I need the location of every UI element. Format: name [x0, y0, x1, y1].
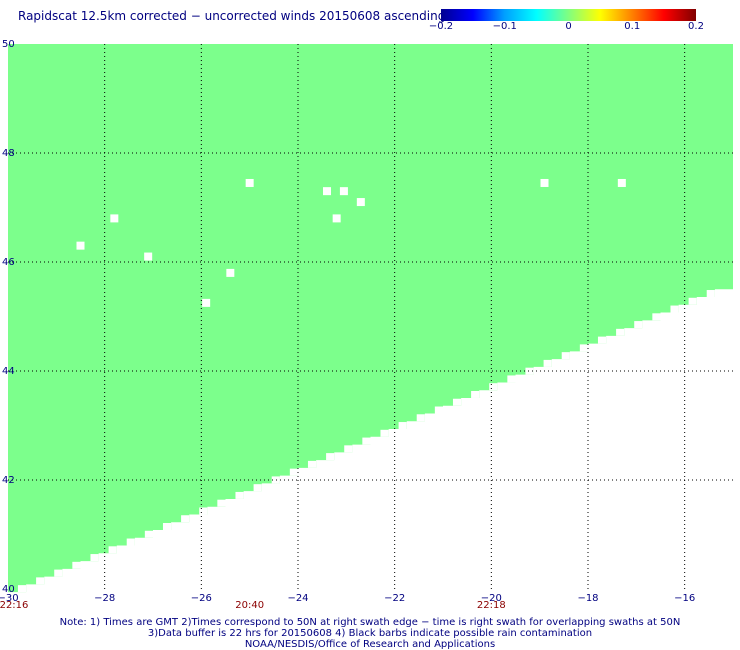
note-line-2: 3)Data buffer is 22 hrs for 20150608 4) …	[147, 628, 593, 639]
swath-edge-notch	[271, 476, 280, 484]
swath-edge-notch	[616, 328, 625, 336]
missing-cell	[226, 268, 235, 277]
swath-edge-notch	[416, 414, 425, 422]
swath-edge-notch	[398, 422, 407, 430]
swath-region	[8, 44, 733, 600]
y-tick-label: 48	[2, 148, 15, 159]
colorbar	[441, 9, 696, 21]
missing-cell	[540, 178, 549, 187]
missing-cell	[332, 214, 341, 223]
time-label: 22:18	[476, 600, 506, 611]
swath-edge-notch	[634, 321, 643, 329]
missing-cell	[356, 198, 365, 207]
swath-edge-notch	[253, 484, 262, 492]
swath-edge-notch	[561, 352, 570, 360]
missing-cell	[202, 298, 211, 307]
swath-edge-notch	[36, 577, 45, 585]
swath-edge-notch	[217, 499, 226, 507]
missing-cell	[323, 187, 331, 196]
swath-edge-notch	[90, 554, 99, 562]
missing-cell	[617, 178, 626, 187]
swath-edge-notch	[108, 546, 117, 554]
swath-edge-notch	[326, 453, 335, 461]
swath-edge-notch	[126, 538, 135, 546]
colorbar-tick-label: −0.2	[428, 21, 454, 32]
time-label: 20:40	[235, 600, 265, 611]
swath-edge-notch	[434, 406, 443, 414]
swath-edge-notch	[199, 507, 208, 515]
note-line-1: Note: 1) Times are GMT 2)Times correspon…	[59, 617, 681, 628]
swath-edge-notch	[670, 305, 679, 313]
swath-edge-notch	[235, 491, 244, 499]
colorbar-tick-label: −0.1	[492, 21, 517, 32]
note-line-3: NOAA/NESDIS/Office of Research and Appli…	[244, 639, 496, 650]
swath-edge-notch	[144, 530, 153, 538]
swath-edge-notch	[17, 585, 27, 593]
swath-edge-notch	[289, 468, 298, 476]
time-label: 22:16	[0, 600, 29, 611]
x-tick-label: −26	[191, 593, 212, 604]
x-tick-label: −20	[481, 593, 502, 604]
swath-edge-notch	[471, 390, 480, 398]
swath-edge-notch	[162, 523, 172, 531]
x-tick-label: −24	[287, 593, 308, 604]
swath-edge-notch	[452, 398, 462, 406]
swath-edge-notch	[380, 429, 389, 437]
swath-edge-notch	[307, 460, 317, 468]
x-tick-label: −22	[384, 593, 405, 604]
x-tick-label: −30	[0, 593, 19, 604]
swath-edge-notch	[489, 383, 498, 391]
swath-edge-notch	[579, 344, 588, 352]
y-tick-label: 50	[2, 39, 15, 50]
y-tick-label: 42	[2, 475, 15, 486]
swath-edge-notch	[597, 336, 607, 344]
missing-cell	[245, 178, 254, 187]
missing-cell	[76, 241, 85, 250]
swath-edge-notch	[525, 367, 534, 375]
missing-cell	[339, 187, 348, 196]
swath-edge-notch	[72, 561, 81, 569]
swath-edge-notch	[507, 375, 516, 383]
x-tick-label: −16	[674, 593, 695, 604]
swath-edge-notch	[543, 359, 552, 367]
colorbar-tick-label: 0.1	[624, 21, 641, 32]
swath-edge-notch	[706, 290, 715, 298]
missing-cell	[110, 214, 119, 223]
colorbar-tick-label: 0	[565, 21, 572, 32]
swath-edge-notch	[181, 515, 190, 523]
swath-edge-notch	[344, 445, 353, 453]
swath-edge-notch	[652, 313, 661, 321]
x-tick-label: −28	[94, 593, 115, 604]
chart-title: Rapidscat 12.5km corrected − uncorrected…	[18, 9, 446, 23]
missing-cell	[144, 252, 153, 261]
y-tick-label: 46	[2, 257, 15, 268]
y-tick-label: 40	[2, 584, 15, 595]
x-tick-label: −18	[577, 593, 598, 604]
swath-edge-notch	[54, 569, 63, 577]
swath-edge-notch	[688, 297, 697, 305]
swath-edge-notch	[362, 437, 371, 445]
y-tick-label: 44	[2, 366, 15, 377]
colorbar-tick-label: 0.2	[688, 21, 704, 32]
